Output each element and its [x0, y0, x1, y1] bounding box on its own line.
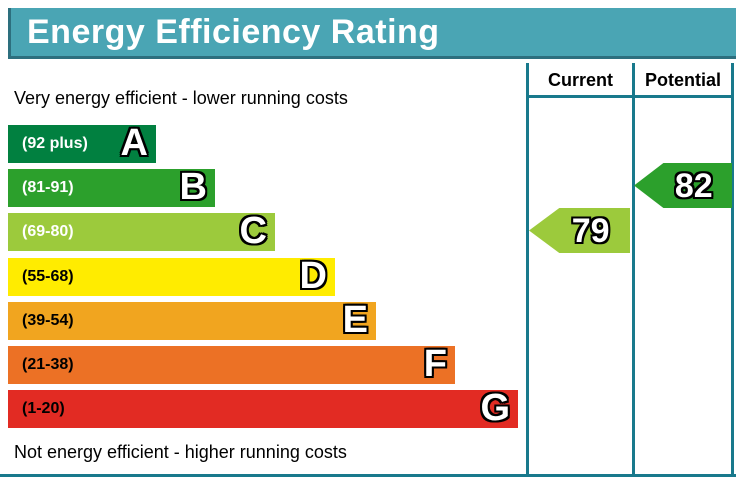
band-bar-e: (39-54) E	[8, 298, 376, 341]
band-bar-c: (69-80) C	[8, 210, 275, 253]
current-column-left-border	[526, 63, 529, 477]
band-bar-a: (92 plus) A	[8, 121, 156, 164]
potential-rating-arrow: 82	[634, 163, 732, 208]
current-rating-value: 79	[571, 211, 610, 250]
band-letter: A	[120, 121, 148, 164]
bottom-caption: Not energy efficient - higher running co…	[14, 442, 347, 462]
column-header-current: Current	[547, 69, 613, 90]
band-row-a: (92 plus) A	[8, 121, 518, 164]
table-right-border	[731, 63, 734, 477]
band-row-g: (1-20) G	[8, 386, 518, 429]
band-range-label: (69-80)	[22, 223, 74, 241]
table-bottom-border	[0, 474, 736, 477]
band-bar-g: (1-20) G	[8, 386, 518, 429]
band-range-label: (39-54)	[22, 311, 74, 329]
band-range-label: (81-91)	[22, 179, 74, 197]
band-row-e: (39-54) E	[8, 298, 518, 341]
band-letter: E	[342, 298, 368, 341]
band-range-label: (92 plus)	[22, 135, 88, 152]
page-title: Energy Efficiency Rating	[27, 12, 440, 51]
band-range-label: (55-68)	[22, 267, 74, 285]
band-row-d: (55-68) D	[8, 254, 518, 297]
band-bar-f: (21-38) F	[8, 342, 455, 385]
band-range-label: (21-38)	[22, 355, 74, 373]
rating-bands: (92 plus) A (81-91) B (69-80) C (55-68) …	[8, 121, 518, 429]
band-row-f: (21-38) F	[8, 342, 518, 385]
band-bar-b: (81-91) B	[8, 166, 215, 209]
band-letter: G	[480, 386, 510, 429]
current-rating-arrow: 79	[529, 208, 630, 253]
potential-rating-value: 82	[674, 166, 713, 205]
band-letter: D	[299, 254, 327, 297]
band-row-c: (69-80) C	[8, 210, 518, 253]
potential-column-left-border	[632, 63, 635, 477]
band-letter: C	[239, 210, 267, 253]
band-letter: F	[423, 342, 447, 385]
band-row-b: (81-91) B	[8, 166, 518, 209]
column-header-underline	[526, 95, 734, 98]
column-header-potential: Potential	[644, 69, 721, 90]
band-letter: B	[179, 166, 207, 209]
top-caption: Very energy efficient - lower running co…	[14, 88, 348, 108]
band-range-label: (1-20)	[22, 400, 65, 418]
band-bar-d: (55-68) D	[8, 254, 335, 297]
header-bar: Energy Efficiency Rating	[8, 8, 736, 59]
